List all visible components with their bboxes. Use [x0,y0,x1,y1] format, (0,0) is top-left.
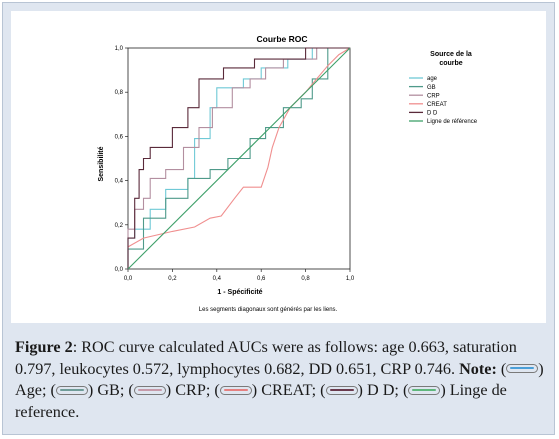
paren-close: ) [165,381,172,399]
series-line-5 [127,47,350,269]
figure-frame: Courbe ROC Sensibilité 1 - Spécificité L… [2,2,555,435]
swatch-dd [325,385,358,395]
swatch-reference [408,385,441,395]
series-line-6 [127,47,351,270]
separator: ; [311,381,317,399]
x-tick-label: 0,2 [168,276,177,282]
paren-open: ( [500,359,507,378]
y-axis-label: Sensibilité [98,146,105,181]
legend-label-5: D D [427,111,438,117]
paren-close: ) [251,381,258,399]
legend-item-age: Age [15,381,42,399]
paren-close: ) [440,381,446,399]
caption-text: : ROC curve calculated AUCs were as foll… [15,338,517,378]
swatch-gb [55,385,88,395]
figure-caption: Figure 2: ROC curve calculated AUCs were… [15,337,549,423]
caption-label: Figure 2 [15,338,73,356]
legend-item-creat: CREAT [261,381,312,399]
series-line-3 [127,47,350,269]
y-tick-label: 0,4 [115,179,124,185]
legend-label-1: age [427,76,438,82]
y-tick-label: 0,6 [115,134,124,140]
x-tick-label: 0,8 [301,276,310,282]
separator: ; [41,381,47,399]
legend-item-reference: Linge de reference. [15,381,507,421]
series-line-1 [127,47,350,269]
paren-open: ( [320,381,326,399]
roc-chart: Courbe ROC Sensibilité 1 - Spécificité L… [98,34,478,313]
legend-item-dd: D D [366,381,395,399]
swatch-creat [219,385,252,395]
series-line-2 [127,47,350,269]
swatch-age [506,364,539,374]
y-tick-label: 0,8 [115,90,124,96]
plot-frame [127,47,351,270]
y-tick-label: 0,0 [115,267,124,273]
chart-footnote: Les segments diagonaux sont générés par … [199,307,338,313]
x-tick-label: 1,0 [346,276,355,282]
x-tick-label: 0,6 [257,276,266,282]
legend-label-3: CRP [427,93,440,99]
paren-open: ( [128,381,134,399]
legend-label-2: GB [427,85,436,91]
legend-item-gb: GB [97,381,120,399]
paren-close: ) [357,381,363,399]
swatch-crp [133,385,166,395]
x-tick-label: 0,0 [124,276,133,282]
separator: ; [394,381,399,399]
x-tick-label: 0,4 [213,276,222,282]
series-line-4 [127,47,351,248]
legend-title: Source de la courbe [430,51,472,67]
separator: ; [205,381,211,399]
legend-label-6: Ligne de référence [427,119,478,125]
separator: ; [119,381,125,399]
legend-item-crp: CRP [175,381,206,399]
chart-area: Courbe ROC Sensibilité 1 - Spécificité L… [11,11,546,323]
y-tick-label: 0,2 [115,223,124,229]
paren-close: ) [538,359,544,378]
note-label: Note: [459,359,497,378]
paren-open: ( [402,381,409,399]
paren-open: ( [50,381,56,399]
paren-open: ( [214,381,220,399]
x-axis-label: 1 - Spécificité [217,289,262,296]
chart-title: Courbe ROC [257,34,308,44]
y-tick-label: 1,0 [115,46,124,52]
legend-label-4: CREAT [427,102,447,108]
paren-close: ) [87,381,94,399]
